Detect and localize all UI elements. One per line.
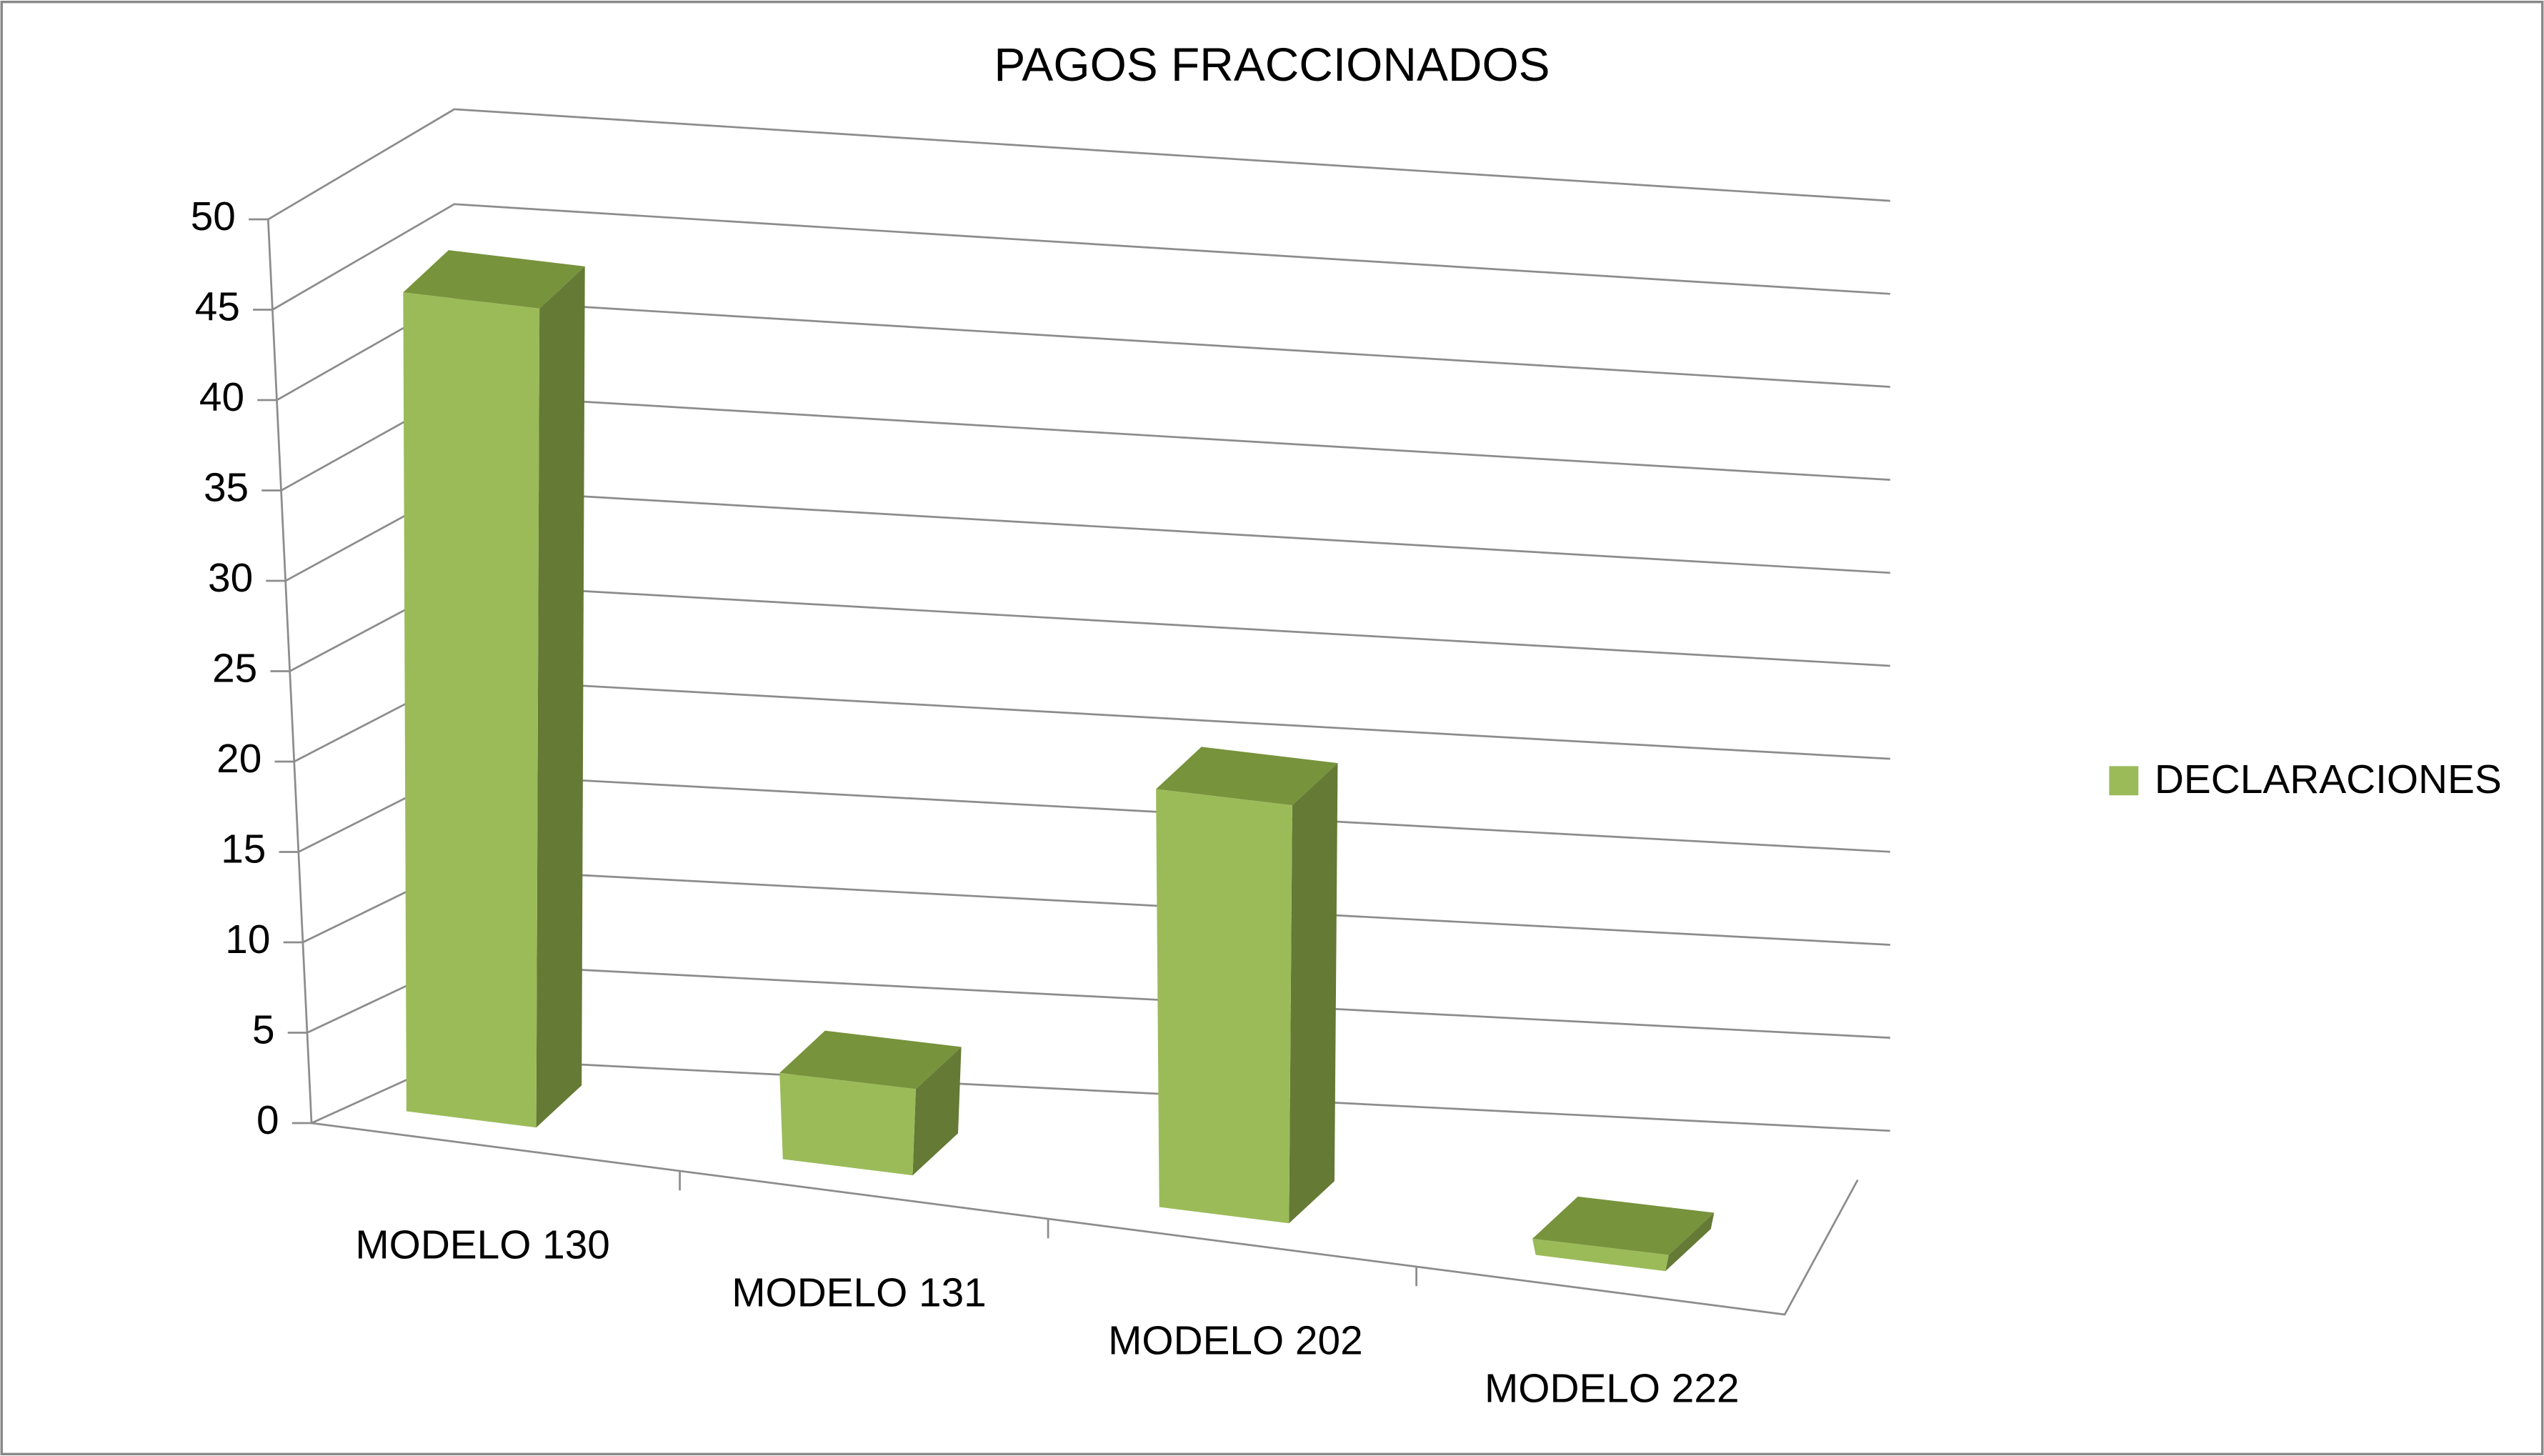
y-tick-label: 15 — [221, 827, 266, 872]
bar-top — [403, 250, 585, 309]
x-tick-label: MODELO 202 — [1108, 1318, 1363, 1363]
bar — [403, 292, 540, 1128]
bar — [779, 1072, 917, 1176]
y-tick-label: 50 — [191, 194, 236, 239]
x-tick-label: MODELO 131 — [732, 1270, 987, 1315]
legend-swatch — [2109, 766, 2139, 796]
bar-side — [912, 1047, 962, 1176]
bar-side — [536, 266, 585, 1128]
bar — [1156, 789, 1292, 1224]
grid-line — [267, 108, 1890, 221]
chart-title: PAGOS FRACCIONADOS — [994, 38, 1550, 91]
x-tick-label: MODELO 222 — [1485, 1366, 1740, 1411]
y-tick-label: 35 — [204, 466, 249, 511]
y-tick-label: 30 — [208, 556, 253, 601]
x-tick-label: MODELO 130 — [355, 1222, 610, 1267]
y-tick-label: 20 — [216, 737, 261, 782]
y-tick-label: 40 — [199, 375, 244, 420]
y-axis — [266, 219, 313, 1124]
floor-edge — [311, 1122, 1859, 1316]
y-tick-label: 10 — [225, 917, 270, 962]
bar-top — [1156, 747, 1338, 806]
bar-top — [1532, 1196, 1715, 1255]
legend-label: DECLARACIONES — [2155, 757, 2502, 802]
bar — [1532, 1238, 1669, 1272]
bar-top — [779, 1030, 962, 1089]
y-tick-label: 5 — [252, 1008, 275, 1053]
y-tick-label: 45 — [195, 285, 240, 330]
bar-side — [1289, 763, 1338, 1224]
bar-side — [1665, 1212, 1715, 1272]
y-tick-label: 25 — [212, 647, 257, 692]
y-tick-label: 0 — [256, 1098, 279, 1143]
grid-line — [271, 203, 1890, 311]
